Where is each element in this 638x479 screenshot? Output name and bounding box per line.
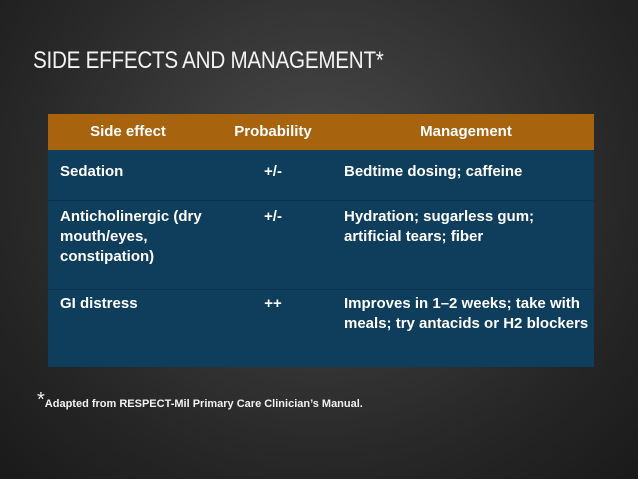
slide-title: SIDE EFFECTS AND MANAGEMENT* (33, 47, 384, 74)
side-effects-table: Side effect Probability Management Sedat… (48, 114, 594, 367)
header-side-effect: Side effect (90, 123, 166, 140)
cell-probability: ++ (264, 295, 282, 312)
table-row: GI distress ++ Improves in 1–2 weeks; ta… (48, 290, 594, 367)
cell-management: Bedtime dosing; caffeine (344, 163, 523, 180)
table-header-row: Side effect Probability Management (48, 114, 594, 150)
row-divider (48, 200, 594, 201)
row-divider (48, 289, 594, 290)
table-row: Sedation +/- Bedtime dosing; caffeine (48, 150, 594, 200)
cell-side-effect: Anticholinergic (dry mouth/eyes, constip… (60, 208, 202, 265)
cell-probability: +/- (264, 208, 282, 225)
footnote-marker: * (37, 389, 45, 411)
header-probability: Probability (234, 123, 312, 140)
cell-management: Hydration; sugarless gum; artificial tea… (344, 208, 535, 245)
footnote-text: Adapted from RESPECT-Mil Primary Care Cl… (44, 398, 363, 410)
cell-side-effect: Sedation (60, 163, 124, 180)
footnote: *Adapted from RESPECT-Mil Primary Care C… (37, 389, 363, 414)
cell-probability: +/- (264, 163, 282, 180)
cell-management: Improves in 1–2 weeks; take with meals; … (344, 295, 589, 332)
table-row: Anticholinergic (dry mouth/eyes, constip… (48, 201, 594, 289)
header-management: Management (420, 123, 512, 140)
cell-side-effect: GI distress (60, 295, 138, 312)
